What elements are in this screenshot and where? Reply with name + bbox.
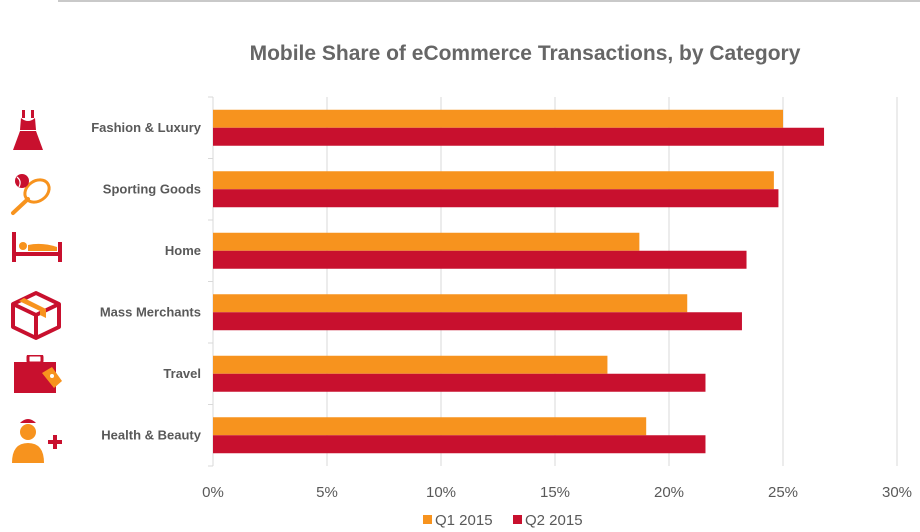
bar-q2 (213, 250, 747, 269)
x-tick-label: 20% (654, 484, 684, 501)
legend-label-q1: Q1 2015 (435, 512, 493, 529)
bar-q1 (213, 294, 688, 313)
category-label: Travel (163, 366, 201, 381)
legend-swatch-q1 (423, 515, 432, 524)
bar-q1 (213, 417, 647, 436)
suitcase-icon (14, 355, 62, 393)
x-tick-label: 0% (202, 484, 224, 501)
bar-q1 (213, 355, 608, 374)
bar-q1 (213, 109, 783, 128)
top-divider (58, 0, 920, 2)
bar-q2 (213, 189, 779, 208)
category-label: Sporting Goods (103, 181, 201, 196)
nurse-plus-icon (12, 419, 62, 463)
bar-q1 (213, 171, 774, 190)
category-label: Home (165, 243, 201, 258)
tennis-racket-icon (11, 174, 51, 215)
x-tick-label: 5% (316, 484, 338, 501)
bed-icon (12, 232, 62, 262)
package-icon (11, 291, 61, 340)
bar-q1 (213, 232, 640, 251)
category-label: Fashion & Luxury (91, 120, 202, 135)
category-label: Health & Beauty (101, 427, 201, 442)
bar-q2 (213, 127, 825, 146)
bar-q2 (213, 312, 742, 331)
legend-label-q2: Q2 2015 (525, 512, 583, 529)
category-label: Mass Merchants (100, 304, 201, 319)
x-tick-label: 15% (540, 484, 570, 501)
bar-q2 (213, 373, 706, 392)
legend-swatch-q2 (513, 515, 522, 524)
x-tick-label: 10% (426, 484, 456, 501)
dress-icon (13, 110, 43, 150)
bar-q2 (213, 435, 706, 454)
chart-title: Mobile Share of eCommerce Transactions, … (249, 42, 801, 65)
x-tick-label: 30% (882, 484, 912, 501)
x-tick-label: 25% (768, 484, 798, 501)
